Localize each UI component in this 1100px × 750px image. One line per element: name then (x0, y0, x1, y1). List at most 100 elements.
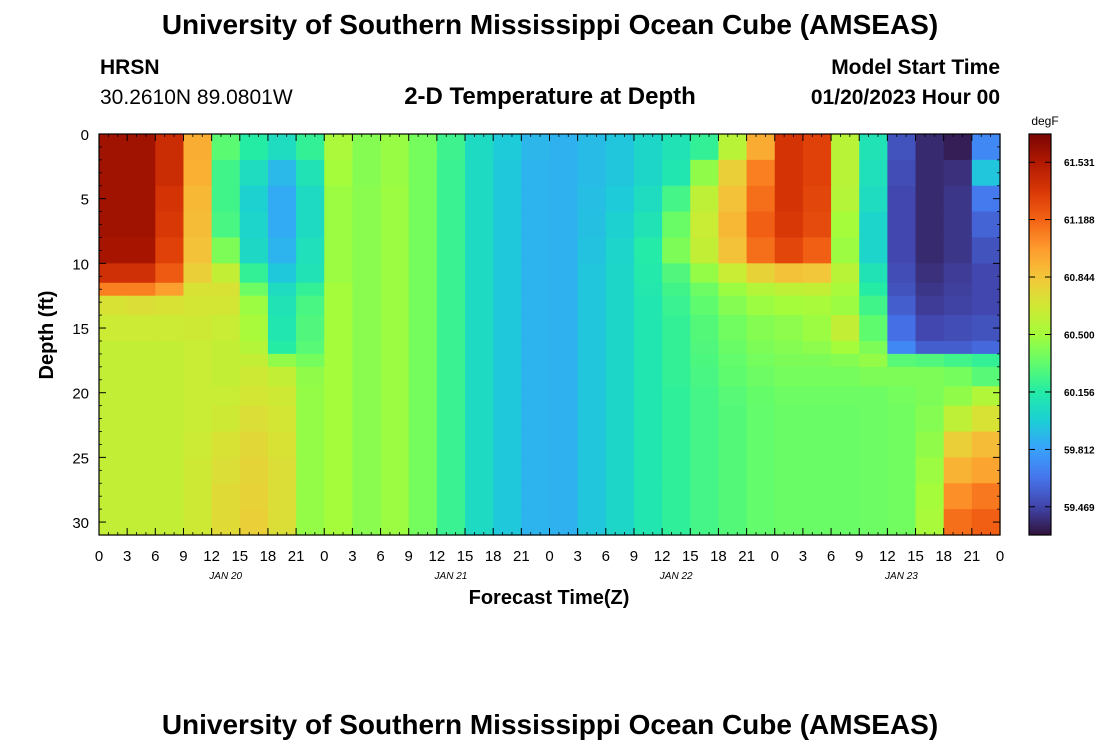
heatmap-cell (859, 211, 888, 239)
heatmap-cell (633, 457, 663, 484)
heatmap-cell (352, 405, 382, 433)
heatmap-cell (211, 315, 241, 342)
heatmap-cell (690, 483, 720, 510)
heatmap-cell (521, 386, 551, 407)
heatmap-cell (324, 509, 354, 536)
heatmap-cell (324, 340, 354, 355)
heatmap-cell (831, 366, 860, 387)
heatmap-cell (296, 282, 325, 297)
heatmap-cell (577, 263, 607, 284)
heatmap-cell (887, 457, 917, 484)
heatmap-cell (690, 366, 720, 387)
heatmap-cell (436, 431, 466, 458)
x-tick-label: 18 (710, 548, 727, 565)
heatmap-cell (831, 295, 860, 316)
heatmap-cell (802, 340, 832, 355)
heatmap-cell (324, 185, 354, 213)
heatmap-cell (99, 366, 128, 387)
heatmap-cell (831, 340, 860, 355)
heatmap-cell (662, 159, 691, 187)
heatmap-cell (774, 431, 804, 458)
heatmap-cell (211, 134, 241, 161)
heatmap-cell (690, 457, 720, 484)
heatmap-cell (296, 366, 325, 387)
heatmap-cell (183, 431, 213, 458)
heatmap-cell (943, 237, 973, 264)
heatmap-cell (493, 263, 522, 284)
colorbar-label: 59.812 (1064, 445, 1095, 456)
heatmap-cell (802, 211, 832, 239)
heatmap-cell (127, 340, 156, 355)
heatmap-cell (887, 483, 917, 510)
heatmap-cell (971, 295, 1001, 316)
heatmap-cell (296, 457, 325, 484)
heatmap-cell (690, 185, 720, 213)
heatmap-cell (211, 431, 241, 458)
heatmap-cell (267, 386, 297, 407)
heatmap-cell (971, 483, 1001, 510)
heatmap-cell (746, 159, 776, 187)
heatmap-cell (971, 457, 1001, 484)
heatmap-cell (493, 185, 522, 213)
heatmap-cell (605, 340, 635, 355)
heatmap-cell (324, 159, 354, 187)
heatmap-cell (802, 282, 832, 297)
heatmap-cell (549, 295, 579, 316)
heatmap-cell (605, 405, 635, 433)
heatmap-cell (99, 211, 128, 239)
heatmap-cell (211, 353, 241, 368)
heatmap-cell (802, 405, 832, 433)
heatmap-cell (436, 237, 466, 264)
heatmap-cell (436, 295, 466, 316)
heatmap-cell (718, 483, 748, 510)
heatmap-cell (943, 386, 973, 407)
plot-title: 2-D Temperature at Depth (404, 83, 696, 110)
heatmap-cell (465, 431, 494, 458)
heatmap-cell (718, 509, 748, 536)
heatmap-cell (296, 134, 325, 161)
heatmap-cell (436, 457, 466, 484)
heatmap-cell (296, 237, 325, 264)
heatmap-cell (465, 457, 494, 484)
heatmap-cell (380, 185, 410, 213)
x-tick-label: 21 (513, 548, 530, 565)
heatmap-cell (774, 211, 804, 239)
heatmap-cell (774, 483, 804, 510)
heatmap-cell (971, 366, 1001, 387)
heatmap-cell (239, 386, 269, 407)
heatmap-cell (408, 405, 438, 433)
heatmap-cell (887, 282, 917, 297)
heatmap-cell (521, 405, 551, 433)
heatmap-cell (859, 315, 888, 342)
heatmap-cell (155, 386, 185, 407)
station-coords: 30.2610N 89.0801W (100, 86, 293, 109)
heatmap-cell (352, 315, 382, 342)
heatmap-cell (436, 353, 466, 368)
heatmap-cell (211, 237, 241, 264)
heatmap-cell (352, 282, 382, 297)
heatmap-cell (324, 353, 354, 368)
heatmap-cell (746, 457, 776, 484)
heatmap-cell (324, 405, 354, 433)
heatmap-cell (239, 237, 269, 264)
heatmap-cell (577, 405, 607, 433)
heatmap-cell (324, 237, 354, 264)
x-tick-label: 9 (630, 548, 638, 565)
heatmap-cell (859, 509, 888, 536)
heatmap-cell (887, 431, 917, 458)
heatmap-cell (549, 340, 579, 355)
heatmap-cell (521, 295, 551, 316)
heatmap-cell (267, 134, 297, 161)
heatmap-cell (887, 263, 917, 284)
heatmap-cell (802, 263, 832, 284)
heatmap-cell (943, 457, 973, 484)
heatmap-cell (324, 211, 354, 239)
colorbar-label: 60.156 (1064, 388, 1095, 399)
heatmap (99, 134, 1001, 536)
heatmap-cell (465, 159, 494, 187)
heatmap-cell (521, 483, 551, 510)
heatmap-cell (802, 134, 832, 161)
heatmap-cell (549, 159, 579, 187)
heatmap-cell (211, 483, 241, 510)
heatmap-cell (183, 263, 213, 284)
